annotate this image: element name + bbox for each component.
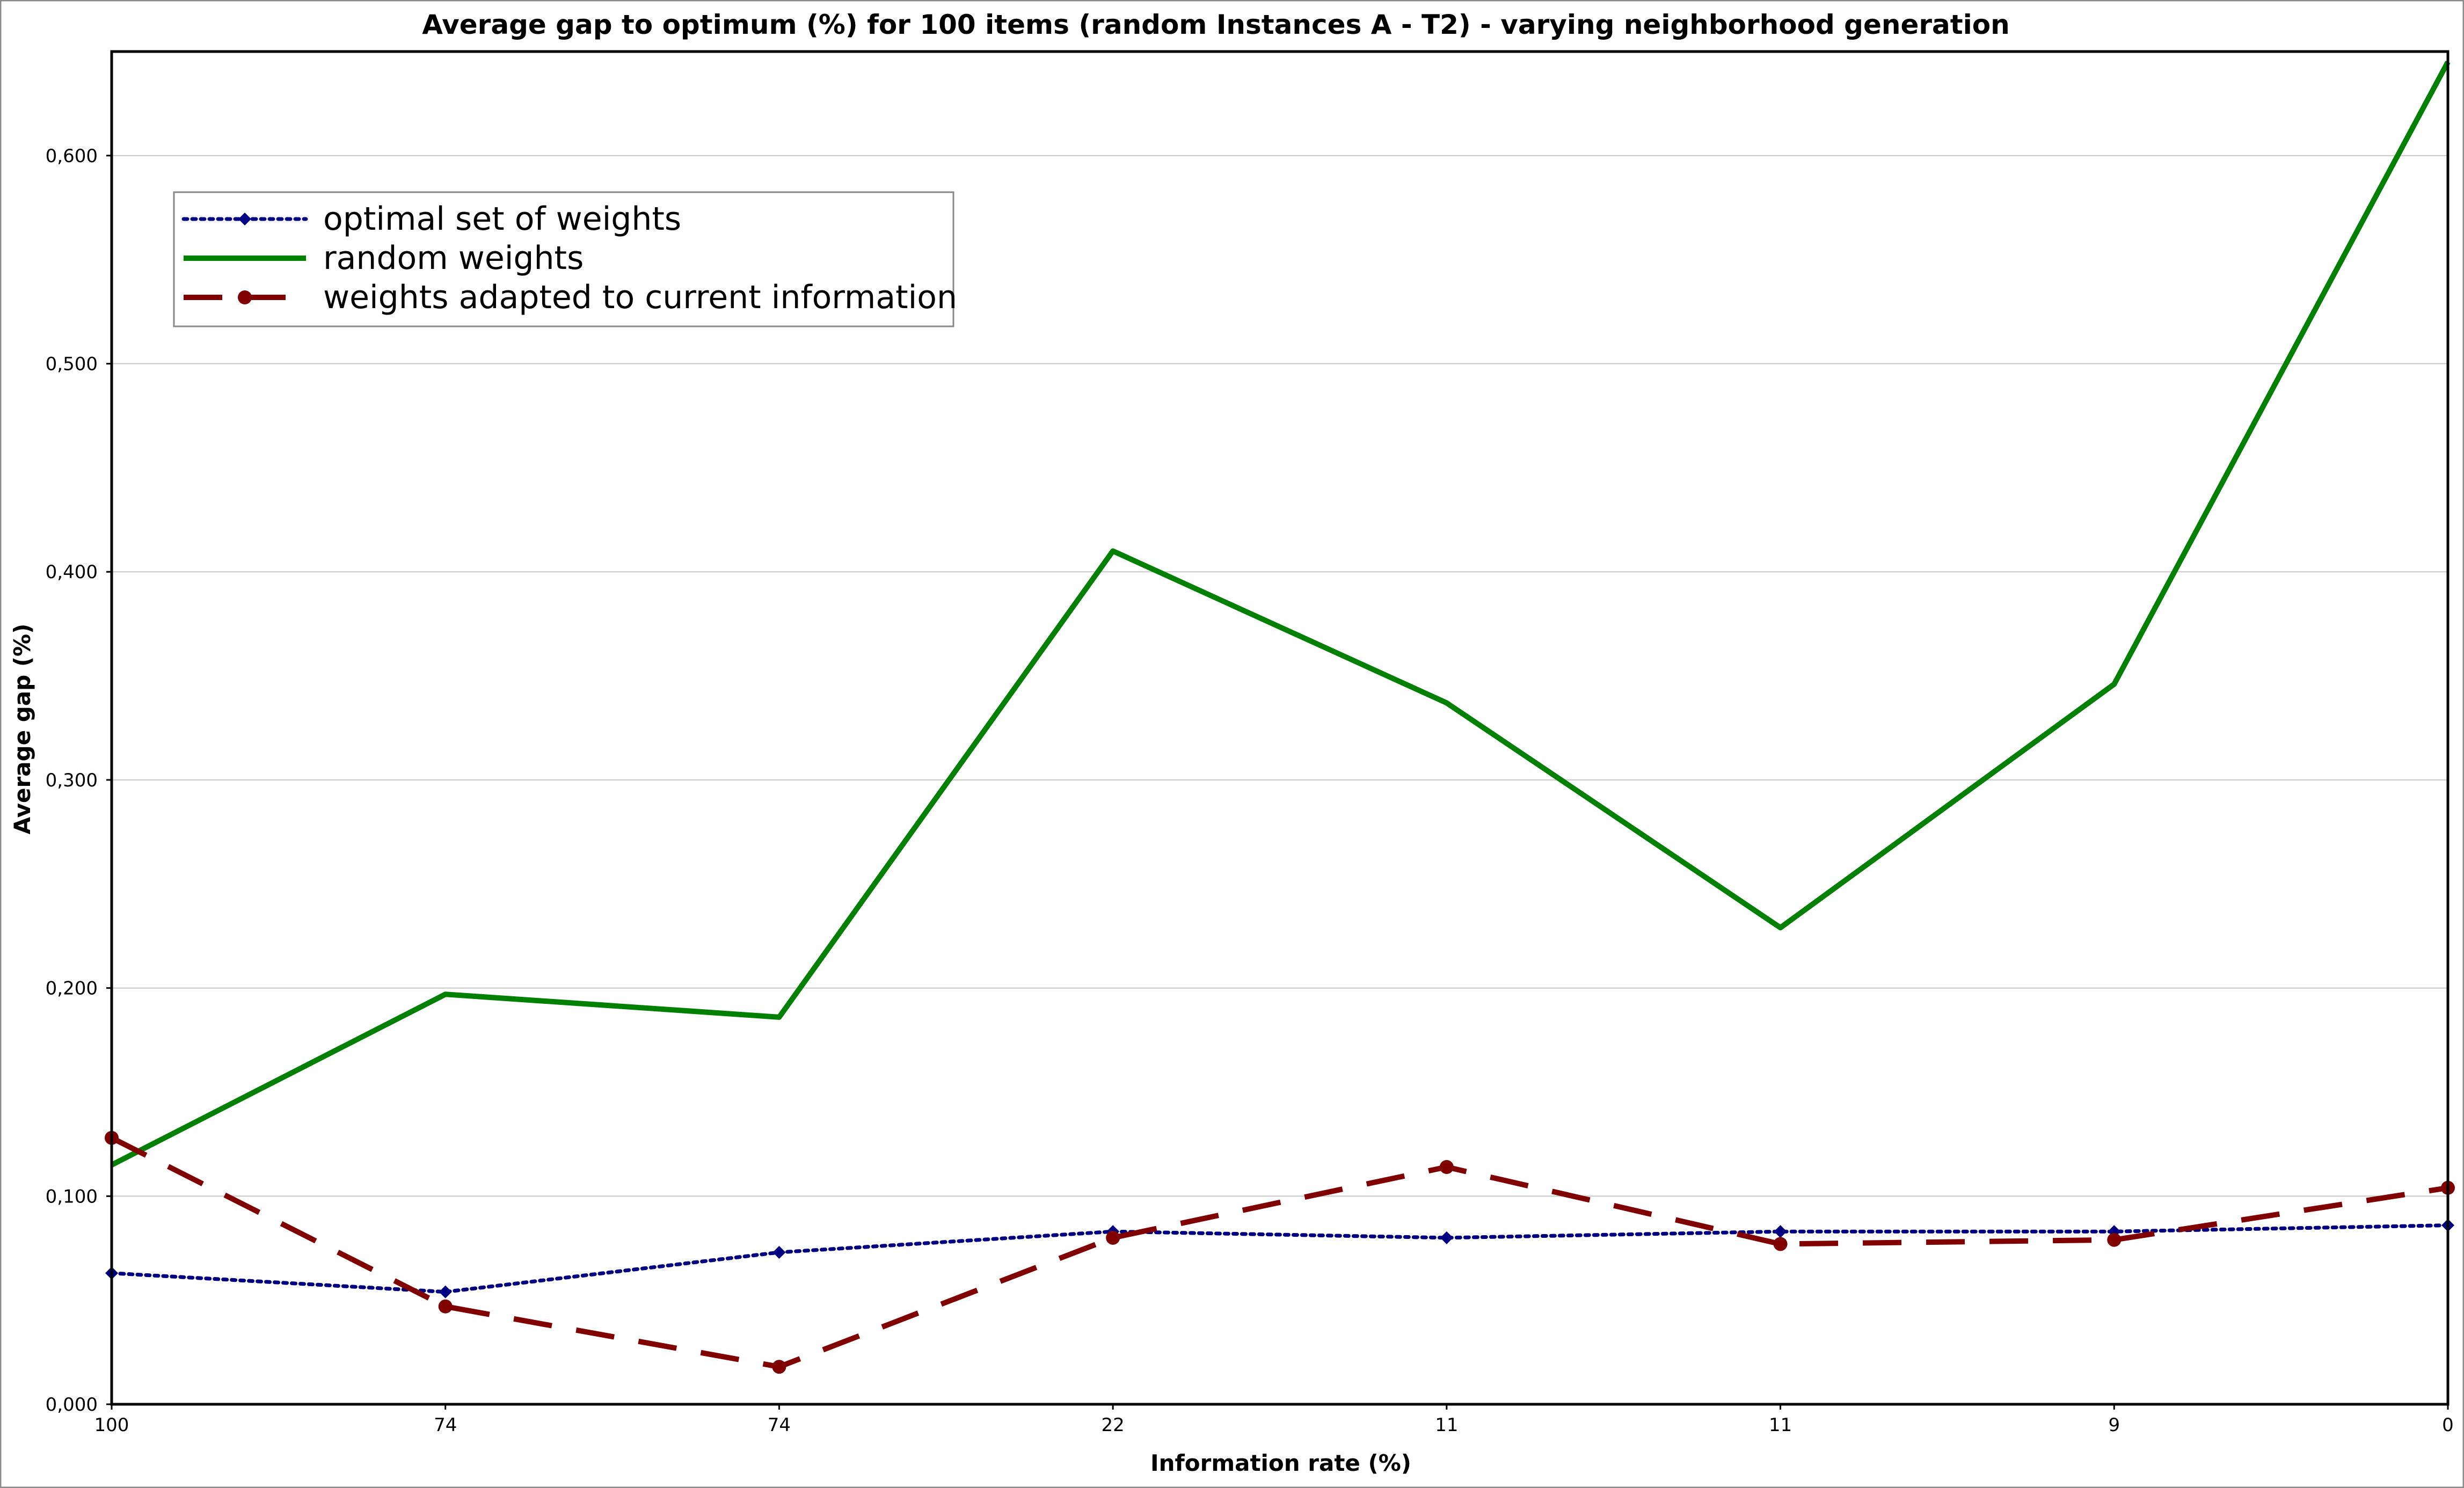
series-group — [105, 61, 2455, 1374]
plot-frame — [110, 50, 2450, 1406]
x-axis-label: Information rate (%) — [1150, 1450, 1411, 1476]
data-point-weights-adapted-to-current-information — [1773, 1237, 1788, 1251]
series-line-optimal-set-of-weights — [110, 1223, 2450, 1294]
data-point-weights-adapted-to-current-information — [772, 1360, 786, 1374]
y-tick-label: 0,000 — [46, 1394, 98, 1416]
legend-label-optimal-set-of-weights: optimal set of weights — [323, 200, 681, 238]
y-tick-label: 0,600 — [46, 145, 98, 167]
x-tick-label: 0 — [2442, 1414, 2454, 1436]
y-tick-label: 0,400 — [46, 561, 98, 583]
y-tick-label: 0,300 — [46, 770, 98, 791]
data-point-weights-adapted-to-current-information — [1439, 1160, 1454, 1175]
data-point-weights-adapted-to-current-information — [1106, 1230, 1120, 1245]
legend-marker-optimal-set-of-weights — [238, 213, 251, 225]
legend-marker-weights-adapted-to-current-information — [238, 290, 252, 304]
y-axis-label: Average gap (%) — [9, 624, 35, 835]
data-point-optimal-set-of-weights — [1440, 1231, 1453, 1244]
x-tick-label: 9 — [2108, 1414, 2120, 1436]
x-axis-ticks: 100 74 74 22 11 11 9 0 — [94, 1404, 2454, 1436]
data-point-weights-adapted-to-current-information — [2107, 1232, 2122, 1247]
legend-label-random-weights: random weights — [323, 239, 584, 277]
series-random-weights — [110, 61, 2451, 1168]
data-point-optimal-set-of-weights — [1774, 1225, 1787, 1238]
x-tick-label: 22 — [1102, 1414, 1125, 1436]
chart-title: Average gap to optimum (%) for 100 items… — [422, 9, 2010, 40]
y-tick-label: 0,200 — [46, 978, 98, 1000]
data-point-weights-adapted-to-current-information — [438, 1299, 453, 1314]
series-weights-adapted-to-current-information — [105, 1130, 2455, 1374]
y-tick-label: 0,100 — [46, 1186, 98, 1207]
x-tick-label: 100 — [94, 1414, 129, 1436]
x-tick-label: 11 — [1769, 1414, 1792, 1436]
x-tick-label: 11 — [1435, 1414, 1458, 1436]
x-tick-label: 74 — [768, 1414, 791, 1436]
series-line-weights-adapted-to-current-information — [110, 1135, 2448, 1370]
x-tick-label: 74 — [434, 1414, 457, 1436]
data-point-optimal-set-of-weights — [772, 1245, 786, 1259]
gridlines — [112, 155, 2448, 1197]
y-tick-label: 0,500 — [46, 354, 98, 375]
series-line-random-weights — [110, 61, 2451, 1168]
legend-label-weights-adapted-to-current-information: weights adapted to current information — [323, 279, 957, 316]
y-axis-ticks: 0,000 0,100 0,200 0,300 0,400 0,500 0,600 — [46, 145, 112, 1416]
data-point-optimal-set-of-weights — [439, 1285, 452, 1299]
